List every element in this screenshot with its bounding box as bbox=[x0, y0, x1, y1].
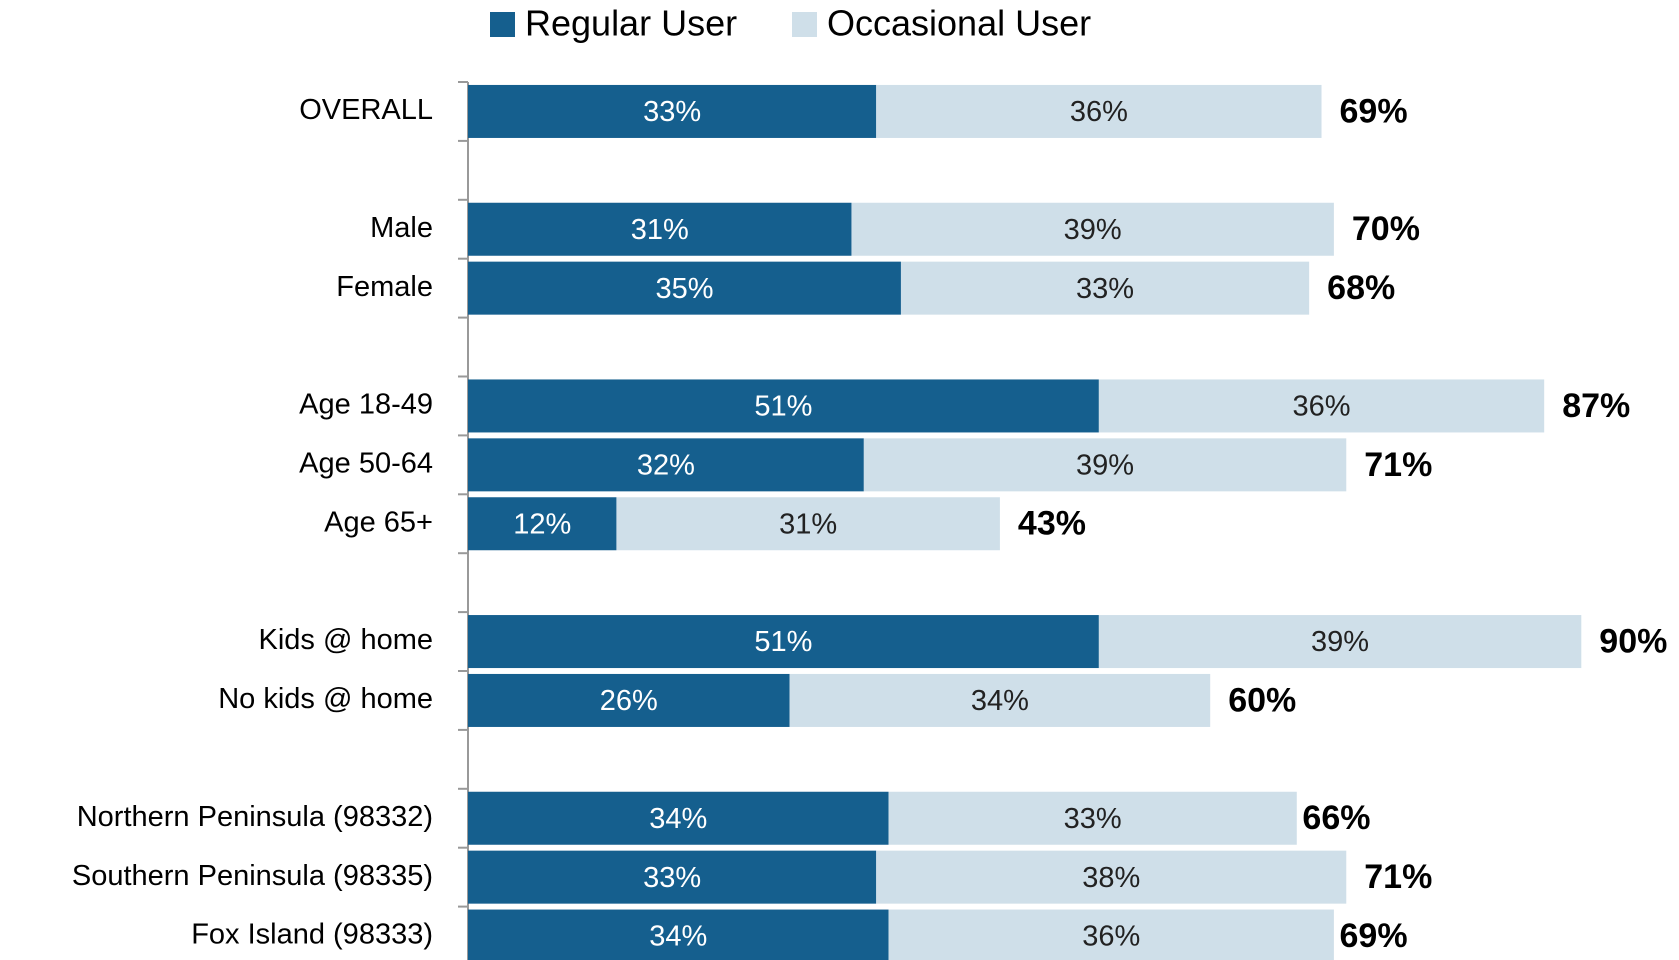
legend-label: Regular User bbox=[525, 3, 737, 44]
bar-segment bbox=[876, 850, 1347, 904]
bar-segment bbox=[468, 438, 864, 492]
bar-segment bbox=[468, 202, 852, 256]
legend-swatch bbox=[490, 12, 515, 37]
value-label: 34% bbox=[649, 803, 707, 835]
value-label: 36% bbox=[1293, 391, 1351, 423]
value-label: 51% bbox=[754, 391, 812, 423]
category-label: Kids @ home bbox=[258, 624, 433, 656]
value-label: 39% bbox=[1064, 214, 1122, 246]
value-label: 34% bbox=[649, 921, 707, 953]
category-label: Southern Peninsula (98335) bbox=[72, 860, 433, 892]
bar-segment bbox=[468, 791, 889, 845]
bar-segment bbox=[1098, 379, 1545, 433]
bar-segment bbox=[851, 202, 1334, 256]
bar-segment bbox=[468, 673, 790, 727]
category-label: Female bbox=[336, 271, 433, 303]
total-label: 90% bbox=[1599, 623, 1667, 661]
category-label: Fox Island (98333) bbox=[191, 919, 433, 951]
bar-segment bbox=[468, 850, 877, 904]
legend-swatch bbox=[792, 12, 817, 37]
value-label: 35% bbox=[655, 273, 713, 305]
category-label: OVERALL bbox=[299, 94, 433, 126]
bar-segment bbox=[468, 379, 1099, 433]
value-label: 39% bbox=[1311, 626, 1369, 658]
total-label: 69% bbox=[1340, 917, 1408, 955]
total-label: 69% bbox=[1340, 92, 1408, 130]
total-label: 71% bbox=[1364, 446, 1432, 484]
total-label: 71% bbox=[1364, 858, 1432, 896]
total-label: 66% bbox=[1302, 799, 1370, 837]
total-label: 43% bbox=[1018, 505, 1086, 543]
total-label: 68% bbox=[1327, 269, 1395, 307]
category-label: Age 18-49 bbox=[299, 389, 433, 421]
bar-segment bbox=[468, 497, 617, 551]
value-label: 33% bbox=[643, 862, 701, 894]
value-label: 51% bbox=[754, 626, 812, 658]
category-label: Age 50-64 bbox=[299, 448, 433, 480]
bar-segment bbox=[863, 438, 1347, 492]
value-label: 34% bbox=[971, 685, 1029, 717]
bar-segment bbox=[789, 673, 1211, 727]
value-label: 26% bbox=[600, 685, 658, 717]
value-label: 32% bbox=[637, 450, 695, 482]
category-label: Northern Peninsula (98332) bbox=[77, 801, 433, 833]
bar-segment bbox=[1098, 615, 1582, 669]
bar-segment bbox=[468, 84, 877, 138]
category-label: No kids @ home bbox=[218, 683, 433, 715]
value-label: 38% bbox=[1082, 862, 1140, 894]
value-label: 33% bbox=[1064, 803, 1122, 835]
bar-segment bbox=[900, 261, 1310, 315]
bar-segment bbox=[468, 261, 901, 315]
category-label: Male bbox=[370, 212, 433, 244]
bar-segment bbox=[888, 909, 1334, 960]
value-label: 36% bbox=[1070, 96, 1128, 128]
value-label: 12% bbox=[513, 508, 571, 540]
total-label: 60% bbox=[1228, 681, 1296, 719]
bar-segment bbox=[888, 791, 1297, 845]
value-label: 31% bbox=[779, 508, 837, 540]
bar-segment bbox=[468, 909, 889, 960]
bar-segment bbox=[876, 84, 1322, 138]
value-label: 31% bbox=[631, 214, 689, 246]
value-label: 39% bbox=[1076, 450, 1134, 482]
value-label: 33% bbox=[1076, 273, 1134, 305]
total-label: 87% bbox=[1562, 387, 1630, 425]
category-label: Age 65+ bbox=[324, 506, 433, 538]
bar-segment bbox=[616, 497, 1000, 551]
total-label: 70% bbox=[1352, 210, 1420, 248]
value-label: 36% bbox=[1082, 921, 1140, 953]
bar-segment bbox=[468, 615, 1099, 669]
value-label: 33% bbox=[643, 96, 701, 128]
legend-label: Occasional User bbox=[827, 3, 1091, 44]
